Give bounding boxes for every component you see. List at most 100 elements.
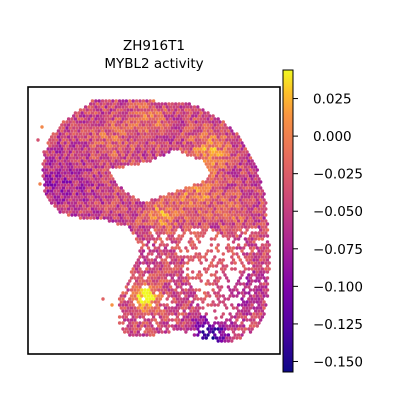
spot <box>216 225 220 229</box>
spot <box>177 192 181 196</box>
spot <box>70 123 74 127</box>
spot <box>87 195 91 199</box>
spot <box>189 309 193 313</box>
spot <box>202 147 207 151</box>
spot <box>209 303 214 307</box>
spot <box>61 120 66 124</box>
spot <box>44 156 49 160</box>
spot <box>230 207 234 211</box>
spot <box>73 189 78 193</box>
spot <box>124 327 129 331</box>
spot <box>58 198 62 202</box>
spot <box>83 171 88 175</box>
spot <box>265 282 270 286</box>
spot <box>150 306 154 310</box>
spot <box>145 303 149 307</box>
spot <box>209 213 214 217</box>
spot <box>82 126 86 130</box>
spot <box>245 162 249 166</box>
spot <box>209 243 214 247</box>
spot <box>175 285 180 289</box>
spot <box>153 216 157 220</box>
spot <box>150 300 154 304</box>
spot <box>214 336 219 340</box>
spot <box>182 309 186 313</box>
spot <box>90 135 95 139</box>
spot <box>196 141 200 145</box>
spot <box>114 201 118 205</box>
spot <box>114 129 118 133</box>
spot <box>255 222 259 226</box>
spot <box>94 129 98 133</box>
spot <box>150 198 154 202</box>
spot <box>211 324 215 328</box>
spot <box>225 198 229 202</box>
spot <box>230 249 234 253</box>
spot <box>121 291 125 295</box>
spot <box>172 201 176 205</box>
spot <box>155 123 159 127</box>
spot <box>129 306 134 310</box>
spot <box>165 105 169 109</box>
spot <box>104 105 108 109</box>
spot <box>68 120 73 124</box>
spot <box>172 225 176 229</box>
spot <box>167 270 171 274</box>
spot <box>131 153 135 157</box>
spot <box>112 144 117 148</box>
spot <box>231 324 236 328</box>
spot <box>102 132 107 136</box>
spot <box>223 333 227 337</box>
spot <box>46 194 50 198</box>
spot <box>250 267 254 271</box>
spot <box>194 108 198 112</box>
spot <box>145 333 149 337</box>
spot <box>209 189 214 193</box>
spot <box>191 210 195 214</box>
spot <box>141 99 146 103</box>
spot <box>49 153 54 157</box>
spot <box>242 186 246 190</box>
spot <box>155 129 159 133</box>
spot <box>172 135 176 139</box>
spot <box>189 141 193 145</box>
spot <box>143 120 147 124</box>
spot <box>243 243 248 247</box>
spot <box>233 267 237 271</box>
spot <box>158 303 163 307</box>
spot <box>196 333 200 337</box>
spot <box>146 144 151 148</box>
spot <box>265 294 270 298</box>
spot <box>259 204 263 208</box>
spot <box>134 321 139 325</box>
spot <box>172 267 176 271</box>
spot <box>243 219 248 223</box>
spot <box>145 231 149 235</box>
spot <box>72 150 76 154</box>
spot <box>248 294 253 298</box>
spot <box>112 216 117 220</box>
spot <box>49 147 54 151</box>
spot <box>252 240 256 244</box>
spot <box>148 285 152 289</box>
spot <box>235 252 239 256</box>
spot <box>92 180 96 184</box>
spot <box>56 177 61 181</box>
spot <box>162 291 166 295</box>
spot <box>202 231 207 235</box>
spot <box>196 189 200 193</box>
spot <box>100 189 105 193</box>
spot <box>121 315 125 319</box>
spot <box>94 141 98 145</box>
spot <box>255 204 259 208</box>
spot <box>90 189 95 193</box>
spot <box>160 138 164 142</box>
spot <box>177 276 181 280</box>
spot <box>240 303 244 307</box>
spot <box>157 288 161 292</box>
spot <box>100 165 105 169</box>
spot <box>170 222 174 226</box>
spot <box>247 225 251 229</box>
spot <box>153 198 157 202</box>
spot <box>148 153 152 157</box>
